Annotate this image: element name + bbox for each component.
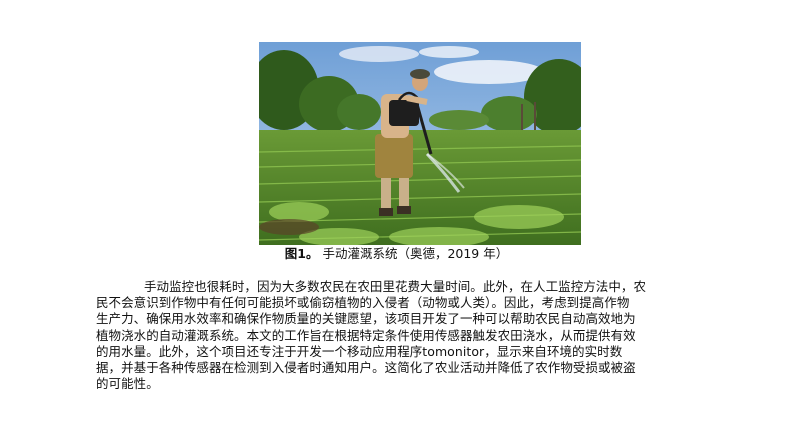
body-paragraph: 手动监控也很耗时，因为大多数农民在农田里花费大量时间。此外，在人工监控方法中，农… bbox=[96, 279, 701, 392]
paragraph-line: 植物浇水的自动灌溉系统。本文的工作旨在根据特定条件使用传感器触发农田浇水，从而提… bbox=[96, 327, 636, 343]
figure-caption: 图1。 手动灌溉系统（奥德，2019 年） bbox=[0, 246, 793, 262]
paragraph-line: 手动监控也很耗时，因为大多数农民在农田里花费大量时间。此外，在人工监控方法中，农 bbox=[144, 279, 647, 294]
paragraph-line: 民不会意识到作物中有任何可能损坏或偷窃植物的入侵者（动物或人类）。因此，考虑到提… bbox=[96, 295, 630, 311]
figure-caption-text: 手动灌溉系统（奥德，2019 年） bbox=[322, 246, 509, 261]
paragraph-line: 的用水量。此外，这个项目还专注于开发一个移动应用程序tomonitor，显示来自… bbox=[96, 343, 623, 359]
paragraph-line: 生产力、确保用水效率和确保作物质量的关键愿望，该项目开发了一种可以帮助农民自动高… bbox=[96, 311, 636, 327]
farmer-watering-photo bbox=[259, 42, 581, 245]
paragraph-line: 的可能性。 bbox=[96, 376, 159, 392]
figure-photo bbox=[259, 42, 581, 245]
figure-label: 图1。 bbox=[284, 246, 319, 261]
paragraph-line: 据，并基于各种传感器在检测到入侵者时通知用户。这简化了农业活动并降低了农作物受损… bbox=[96, 360, 636, 376]
